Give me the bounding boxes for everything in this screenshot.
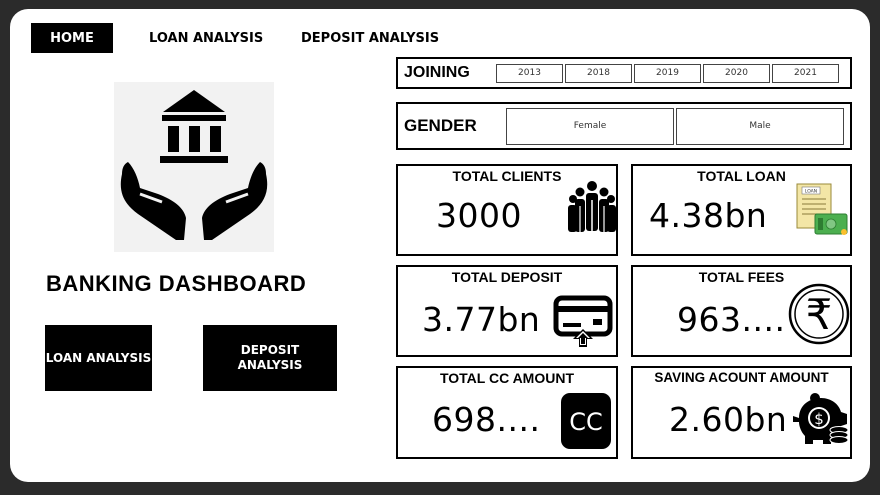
total-clients-title: TOTAL CLIENTS: [452, 168, 562, 184]
svg-text:LOAN: LOAN: [805, 189, 817, 195]
cc-badge-icon: CC: [561, 393, 611, 449]
total-cc-amount-card: TOTAL CC AMOUNT 698.... CC: [396, 366, 618, 459]
joining-option-2013[interactable]: 2013: [496, 63, 563, 83]
joining-option-2021[interactable]: 2021: [772, 63, 839, 83]
joining-option-2020[interactable]: 2020: [703, 63, 770, 83]
joining-option-2019[interactable]: 2019: [634, 63, 701, 83]
joining-slicer-label: JOINING: [404, 64, 470, 81]
total-deposit-value: 3.77bn: [422, 300, 541, 339]
total-loan-value: 4.38bn: [649, 196, 768, 235]
total-fees-value: 963....: [677, 300, 786, 339]
total-loan-title: TOTAL LOAN: [697, 168, 786, 184]
bank-hands-icon: [114, 82, 274, 252]
saving-account-amount-card: SAVING ACOUNT AMOUNT 2.60bn $: [631, 366, 852, 459]
total-clients-card: TOTAL CLIENTS 3000: [396, 164, 618, 256]
saving-account-amount-title: SAVING ACOUNT AMOUNT: [654, 370, 829, 385]
gender-option-female[interactable]: Female: [506, 107, 674, 145]
total-deposit-title: TOTAL DEPOSIT: [451, 269, 563, 285]
nav-loan-analysis-tab[interactable]: LOAN ANALYSIS: [149, 30, 264, 46]
loan-analysis-button[interactable]: LOAN ANALYSIS: [45, 325, 152, 391]
total-cc-amount-value: 698....: [432, 400, 541, 439]
piggy-bank-icon: $: [793, 393, 849, 444]
svg-text:₹: ₹: [806, 290, 833, 339]
total-deposit-card: TOTAL DEPOSIT 3.77bn: [396, 265, 618, 357]
gender-slicer-label: GENDER: [404, 116, 477, 135]
gender-option-male[interactable]: Male: [676, 107, 844, 145]
joining-slicer: JOINING 2013 2018 2019 2020 2021: [396, 57, 852, 89]
loan-document-icon: LOAN: [796, 183, 848, 235]
nav-deposit-analysis-tab[interactable]: DEPOSIT ANALYSIS: [301, 30, 440, 46]
total-cc-amount-title: TOTAL CC AMOUNT: [439, 370, 575, 386]
nav-home-tab[interactable]: HOME: [31, 23, 113, 53]
dashboard-title: BANKING DASHBOARD: [46, 271, 307, 296]
joining-option-2018[interactable]: 2018: [565, 63, 632, 83]
total-fees-card: TOTAL FEES 963.... ₹: [631, 265, 852, 357]
svg-text:$: $: [814, 410, 824, 428]
svg-text:CC: CC: [569, 408, 603, 436]
rupee-coin-icon: ₹: [788, 283, 850, 345]
saving-account-amount-value: 2.60bn: [669, 400, 788, 439]
card-deposit-icon: [553, 295, 613, 347]
total-loan-card: TOTAL LOAN 4.38bn LOAN: [631, 164, 852, 256]
total-fees-title: TOTAL FEES: [698, 269, 785, 285]
dashboard-canvas: HOME LOAN ANALYSIS DEPOSIT ANALYSIS BANK…: [10, 9, 870, 482]
gender-slicer: GENDER Female Male: [396, 102, 852, 150]
deposit-analysis-button[interactable]: DEPOSIT ANALYSIS: [203, 325, 337, 391]
people-group-icon: [568, 181, 616, 238]
total-clients-value: 3000: [436, 196, 522, 235]
